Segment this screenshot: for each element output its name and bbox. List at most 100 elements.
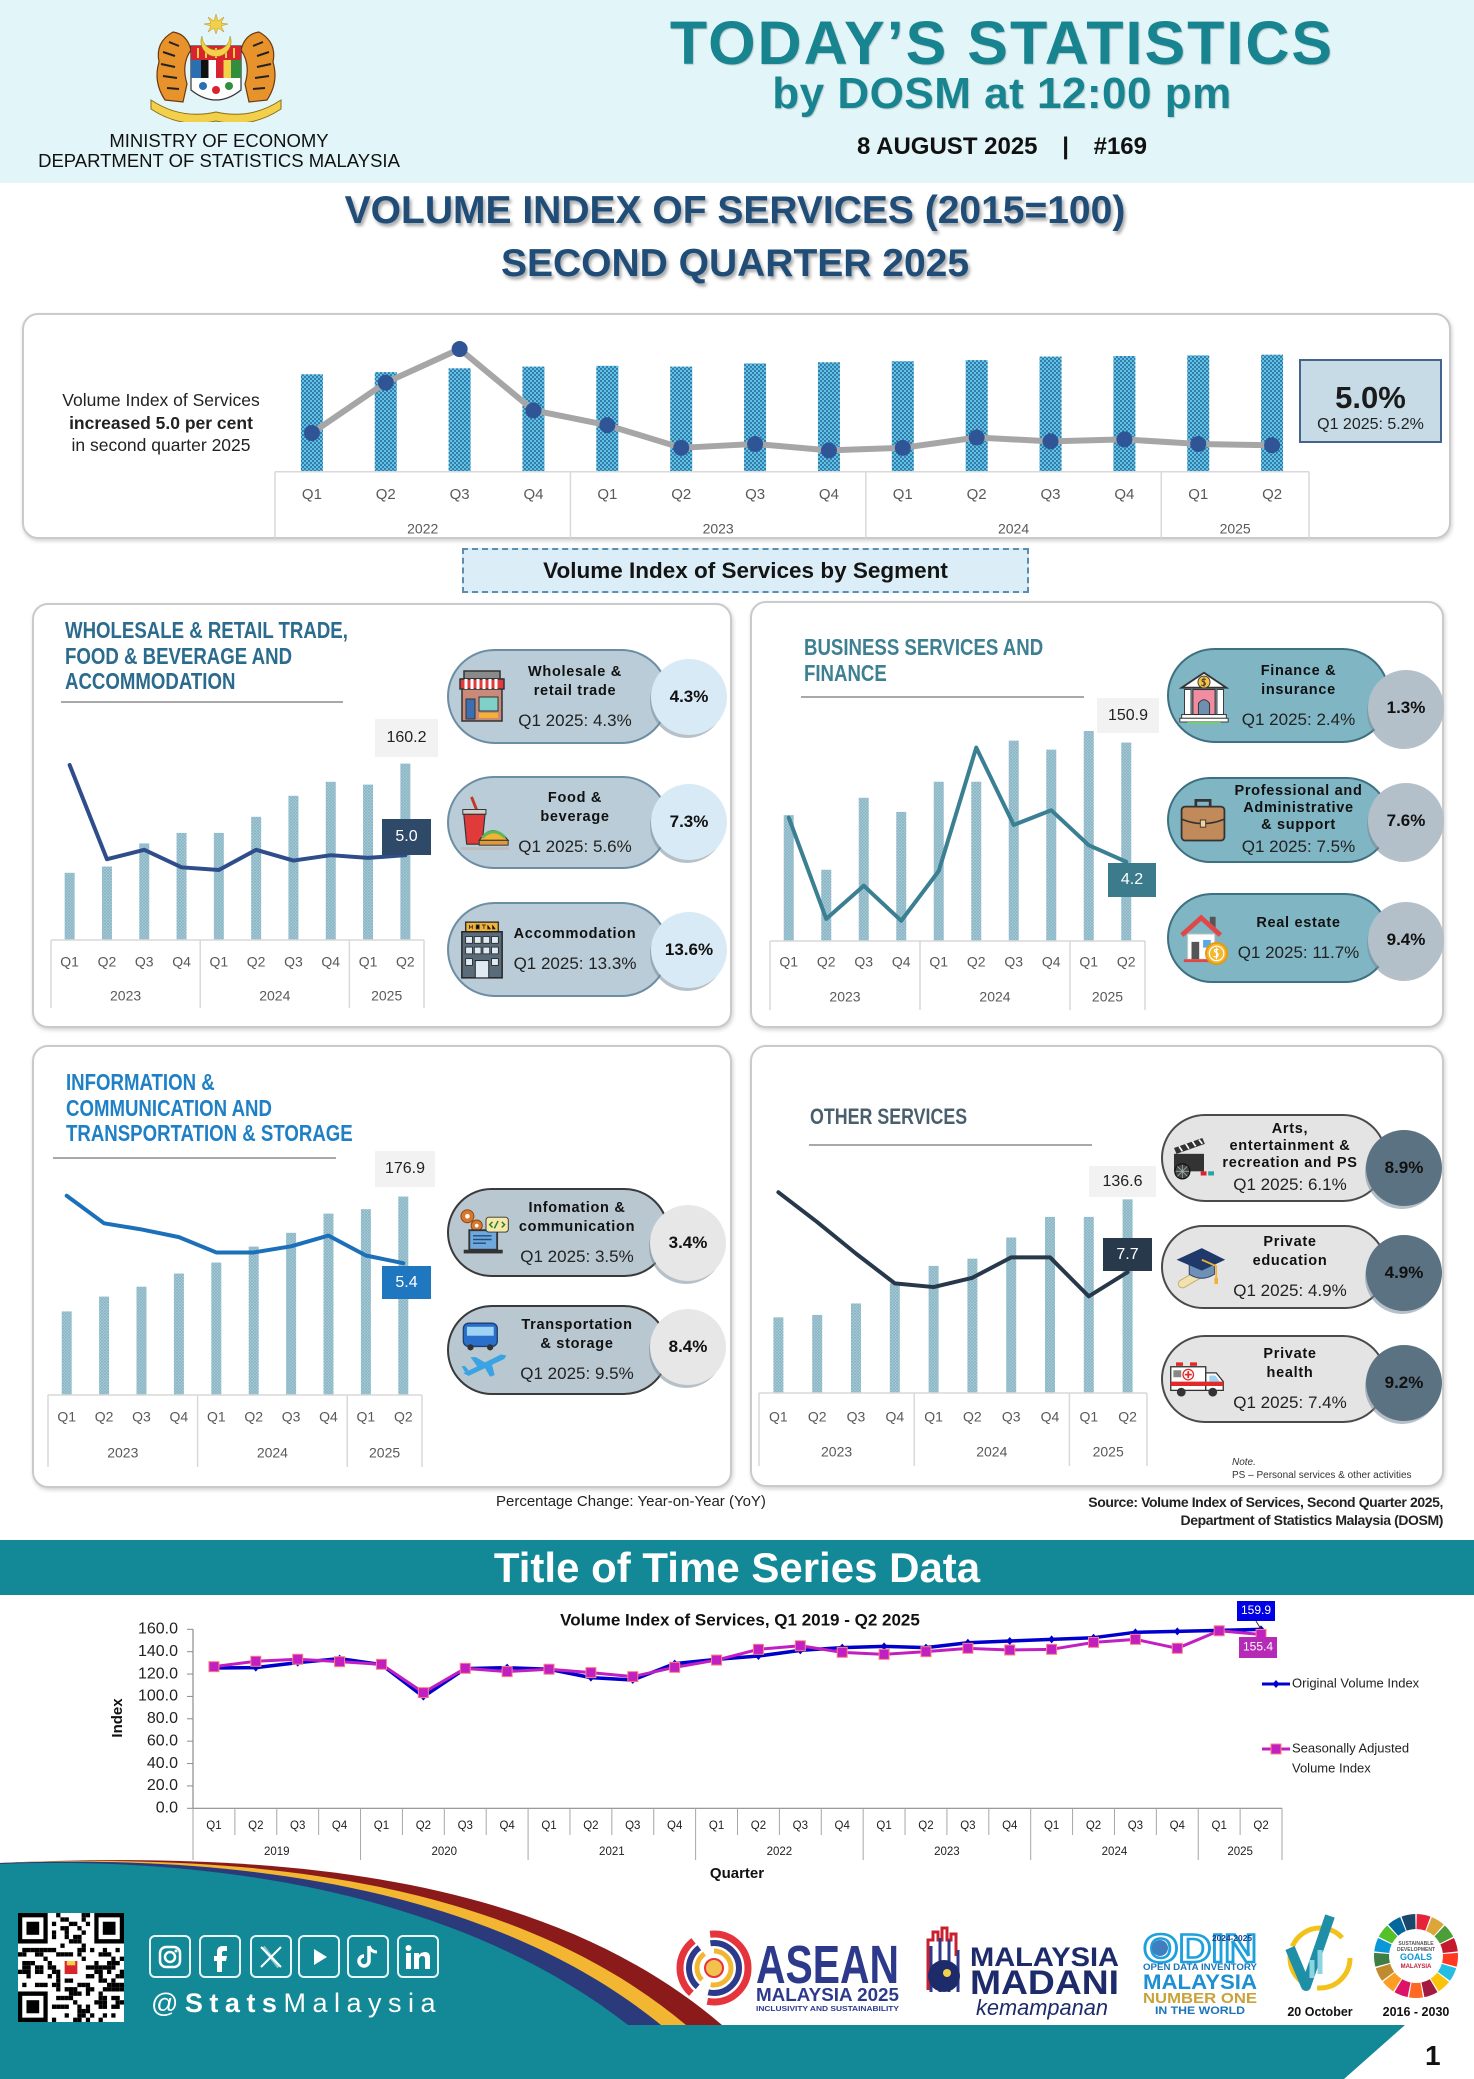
divider: [61, 701, 343, 703]
year-label: 2025: [1227, 1846, 1253, 1858]
page-title: TODAY’S STATISTICS: [669, 9, 1335, 77]
report-title: VOLUME INDEX OF SERVICES (2015=100): [344, 189, 1126, 232]
data-point: [880, 1642, 888, 1651]
x-tick-label: Q3: [960, 1820, 975, 1832]
headline-growth-value: 5.0%: [1335, 380, 1406, 415]
segment-title-line: TRANSPORTATION & STORAGE: [66, 1120, 353, 1146]
odin-line2: MALAYSIA: [1143, 1971, 1257, 1994]
y-tick-label: 20.0: [147, 1777, 178, 1794]
film-camera-icon: [1169, 1134, 1219, 1182]
latest-growth-label: 5.0: [382, 819, 431, 855]
data-point: [920, 1646, 932, 1658]
x-tick-label: Q2: [248, 1820, 263, 1832]
subsector-name: Transportation & storage: [521, 1316, 632, 1354]
instagram-icon[interactable]: [149, 1935, 191, 1978]
subsector-previous-growth: Q1 2025: 13.3%: [513, 954, 637, 973]
data-point: [417, 1687, 429, 1699]
subsector-name-line: & support: [1261, 817, 1336, 833]
legend-label: Original Volume Index: [1292, 1675, 1420, 1690]
legend-label: Volume Index: [1292, 1760, 1371, 1775]
x-tick-label: Q4: [1170, 1820, 1186, 1832]
x-icon[interactable]: [250, 1935, 292, 1978]
segment-title-line: WHOLESALE & RETAIL TRADE,: [65, 617, 348, 643]
data-point: [208, 1661, 220, 1673]
data-point: [1173, 1627, 1181, 1636]
subsector-growth-value: 9.4%: [1386, 930, 1426, 949]
subsector-text: Professional and Administrative & support …: [1231, 779, 1366, 861]
report-period: SECOND QUARTER 2025: [500, 242, 970, 285]
sdg-segment: [1437, 1963, 1457, 1981]
subsector-card: Infomation & communication Q1 2025: 3.5%: [447, 1188, 669, 1277]
y-tick-label: 160.0: [138, 1621, 178, 1638]
odin-logo: ODIN 2024-2025 OPEN DATA INVENTORY MALAY…: [1142, 1926, 1259, 2017]
data-point: [1004, 1644, 1016, 1656]
latest-index-label: 176.9: [375, 1151, 435, 1187]
subsector-text: Arts, entertainment & recreation and PS Q1…: [1215, 1116, 1365, 1200]
subsector-growth-badge: 4.9%: [1366, 1235, 1442, 1311]
note-text: PS – Personal services & other activitie…: [1232, 1470, 1412, 1481]
data-point: [794, 1640, 806, 1652]
subsector-previous-growth: Q1 2025: 6.1%: [1233, 1175, 1347, 1194]
data-point: [878, 1648, 890, 1660]
qr-code[interactable]: [18, 1913, 124, 2022]
subsector-name-line: retail trade: [533, 682, 617, 699]
subsector-card: Food & beverage Q1 2025: 5.6%: [447, 776, 669, 869]
subsector-previous-growth: Q1 2025: 4.3%: [518, 710, 632, 730]
chart-title: Volume Index of Services, Q1 2019 - Q2 2…: [560, 1610, 920, 1629]
odin-years: 2024-2025: [1212, 1934, 1253, 1943]
label-leader: [1255, 1620, 1262, 1630]
x-tick-label: Q4: [332, 1820, 348, 1832]
hotel-icon: [458, 920, 506, 980]
x-tick-label: Q2: [918, 1820, 933, 1832]
sdg-caption: 2016 - 2030: [1383, 2005, 1450, 2019]
summary-highlight: increased 5.0 per cent: [69, 412, 253, 433]
bus-plane-icon: [458, 1320, 508, 1380]
data-point: [1171, 1642, 1183, 1654]
sdg-segment: [1430, 1972, 1450, 1992]
x-tick-label: Q1: [709, 1820, 724, 1832]
end-value-box: [1237, 1601, 1275, 1621]
data-point: [627, 1671, 639, 1683]
odin-line1: OPEN DATA INVENTORY: [1143, 1962, 1257, 1972]
year-label: 2020: [432, 1846, 458, 1858]
end-value-label: 159.9: [1241, 1603, 1271, 1617]
time-series-banner: Title of Time Series Data: [0, 1540, 1474, 1595]
linkedin-icon[interactable]: [397, 1935, 439, 1978]
subsector-growth-value: 9.2%: [1384, 1373, 1424, 1392]
data-point: [334, 1656, 346, 1668]
ambulance-icon: [1169, 1357, 1225, 1401]
odin-line3: NUMBER ONE: [1143, 1990, 1257, 2007]
subsector-name-line: beverage: [540, 808, 610, 825]
sdg-segment: [1374, 1937, 1392, 1954]
header-band: [0, 0, 1474, 183]
sdg-segment: [1442, 1952, 1458, 1967]
segment-title-line: OTHER SERVICES: [810, 1104, 968, 1129]
x-tick-label: Q3: [458, 1820, 473, 1832]
subsector-name-line: Real estate: [1256, 914, 1341, 931]
subsector-previous-growth: Q1 2025: 5.6%: [518, 836, 632, 856]
youtube-icon[interactable]: [298, 1935, 340, 1978]
x-tick-label: Q1: [876, 1820, 891, 1832]
sdg-segment: [1440, 1937, 1458, 1954]
sdg-segment: [1426, 1917, 1444, 1936]
tiktok-icon[interactable]: [347, 1935, 389, 1978]
subsector-previous-growth: Q1 2025: 7.5%: [1241, 837, 1356, 856]
department-name: DEPARTMENT OF STATISTICS MALAYSIA: [38, 150, 400, 171]
laptop-gears-icon: [458, 1207, 514, 1259]
x-tick-label: Q2: [416, 1820, 431, 1832]
data-point: [1213, 1625, 1225, 1637]
sdg-segment: [1388, 1917, 1406, 1936]
sdg-text: GOALS: [1400, 1952, 1432, 1962]
x-axis-title: Quarter: [710, 1865, 764, 1882]
subsector-name-line: education: [1252, 1253, 1328, 1269]
data-point: [669, 1661, 681, 1673]
social-handle[interactable]: @StatsMalaysia: [151, 1988, 442, 2018]
data-point: [836, 1646, 848, 1658]
summary-line: Volume Index of Services: [62, 390, 260, 410]
subsector-name-line: & storage: [540, 1336, 614, 1352]
data-point: [501, 1666, 513, 1678]
facebook-icon[interactable]: [199, 1935, 241, 1978]
x-tick-label: Q2: [1253, 1820, 1268, 1832]
subsector-card: Transportation & storage Q1 2025: 9.5%: [447, 1305, 669, 1395]
x-tick-label: Q3: [793, 1820, 808, 1832]
